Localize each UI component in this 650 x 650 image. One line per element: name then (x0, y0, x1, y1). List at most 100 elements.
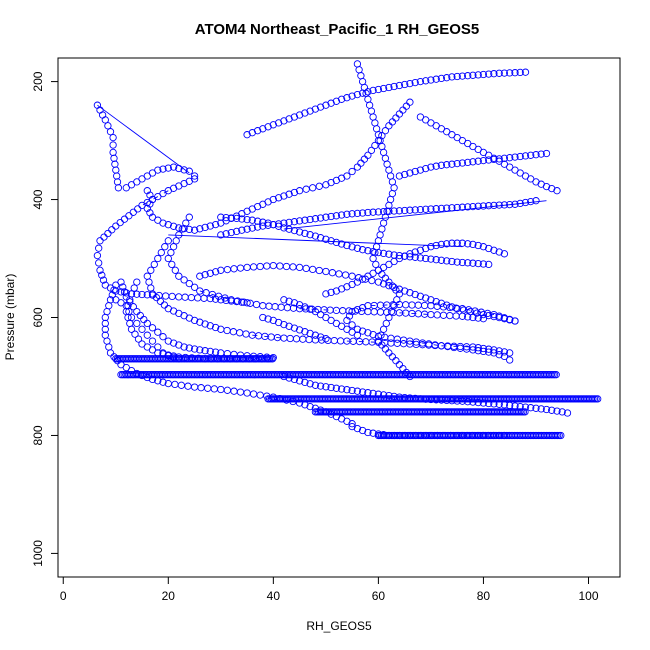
data-point (306, 329, 314, 338)
data-point (232, 227, 241, 236)
data-point (479, 70, 488, 79)
data-point (542, 405, 551, 414)
data-point (143, 272, 151, 280)
data-point (185, 344, 193, 352)
data-point (290, 324, 299, 332)
data-point (527, 175, 535, 183)
data-point (532, 197, 540, 205)
data-point (485, 260, 493, 269)
data-point (113, 178, 122, 186)
data-point (295, 326, 304, 334)
data-point (295, 111, 304, 119)
data-point (377, 331, 385, 339)
data-point (527, 404, 535, 412)
data-point (311, 381, 320, 389)
data-point (150, 260, 158, 269)
data-point (196, 225, 204, 233)
data-point (98, 271, 106, 279)
data-point (337, 385, 346, 393)
data-point (369, 269, 377, 277)
data-point (253, 217, 262, 225)
data-point (353, 209, 362, 218)
x-tick-label: 0 (60, 589, 67, 603)
data-point (175, 224, 183, 232)
data-point (464, 72, 472, 80)
data-point (479, 315, 488, 323)
data-point (383, 160, 391, 168)
data-point (122, 302, 130, 310)
data-point (109, 133, 117, 142)
data-point (227, 228, 235, 237)
data-point (388, 189, 397, 198)
data-point (206, 347, 214, 356)
data-point (353, 387, 362, 395)
plot-area (93, 60, 602, 440)
data-point (395, 251, 404, 260)
data-point (322, 213, 330, 221)
data-point (230, 265, 238, 273)
data-point (140, 315, 148, 324)
data-point (485, 244, 493, 253)
data-point (316, 382, 325, 390)
data-point (269, 195, 277, 204)
data-point (500, 250, 509, 258)
data-point (133, 290, 141, 298)
data-point (138, 325, 146, 333)
data-point (469, 313, 477, 322)
data-point (495, 155, 503, 163)
data-point (96, 237, 104, 245)
data-point (154, 343, 162, 351)
data-point (327, 383, 335, 392)
data-point (164, 337, 172, 345)
data-point (299, 335, 307, 343)
data-point (264, 221, 272, 229)
data-point (169, 222, 178, 230)
data-point (120, 288, 129, 296)
data-point (110, 286, 118, 294)
data-point (316, 103, 325, 111)
data-point (406, 289, 414, 297)
data-point (532, 151, 540, 159)
data-point (464, 259, 472, 267)
data-point (353, 244, 362, 252)
data-point (387, 334, 395, 342)
data-point (306, 107, 314, 115)
data-point (223, 386, 232, 394)
data-point (322, 101, 330, 109)
data-point (232, 214, 241, 223)
data-point (469, 71, 477, 79)
data-point (453, 72, 461, 81)
data-point (390, 82, 398, 91)
data-point (332, 212, 341, 220)
data-point (378, 270, 386, 278)
data-point (264, 315, 272, 323)
data-point (358, 77, 367, 86)
data-point (175, 231, 183, 239)
data-point (164, 254, 172, 263)
data-point (422, 77, 430, 85)
data-point (374, 85, 383, 94)
data-point (315, 182, 323, 190)
data-point (280, 192, 288, 200)
data-point (148, 213, 157, 221)
data-point (516, 169, 524, 177)
data-point (395, 81, 404, 90)
data-point (337, 211, 346, 219)
data-point (143, 319, 151, 328)
data-point (437, 256, 446, 264)
data-point (332, 287, 341, 295)
data-point (395, 285, 404, 293)
data-point (112, 166, 120, 174)
data-point (201, 320, 209, 328)
data-point (399, 106, 407, 114)
x-tick-label: 20 (162, 589, 176, 603)
data-point (171, 266, 179, 274)
data-point (259, 218, 267, 226)
data-point (448, 73, 456, 81)
data-point (248, 224, 256, 232)
data-point (355, 66, 363, 74)
data-point (249, 390, 258, 398)
data-point (427, 163, 435, 171)
data-point (159, 219, 167, 227)
data-point (175, 272, 183, 280)
